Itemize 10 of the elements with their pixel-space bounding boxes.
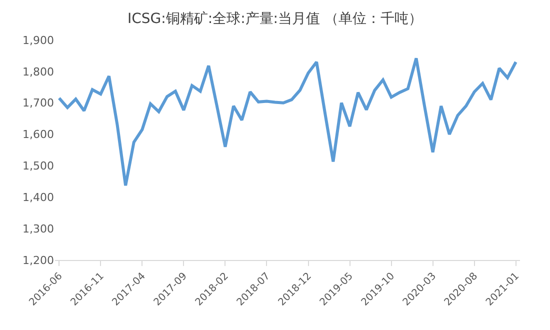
y-tick-label: 1,800 [22,65,54,78]
line-series [58,56,518,188]
y-tick-label: 1,200 [22,254,54,267]
chart-title: ICSG:铜精矿:全球:产量:当月值 （单位：千吨） [128,11,422,27]
y-tick-label: 1,600 [22,128,54,142]
y-tick-label: 1,900 [22,34,54,47]
y-tick-label: 1,300 [22,222,54,236]
y-tick-label: 1,700 [22,96,54,110]
y-tick-label: 1,400 [22,190,54,204]
y-tick-label: 1,500 [22,160,54,173]
